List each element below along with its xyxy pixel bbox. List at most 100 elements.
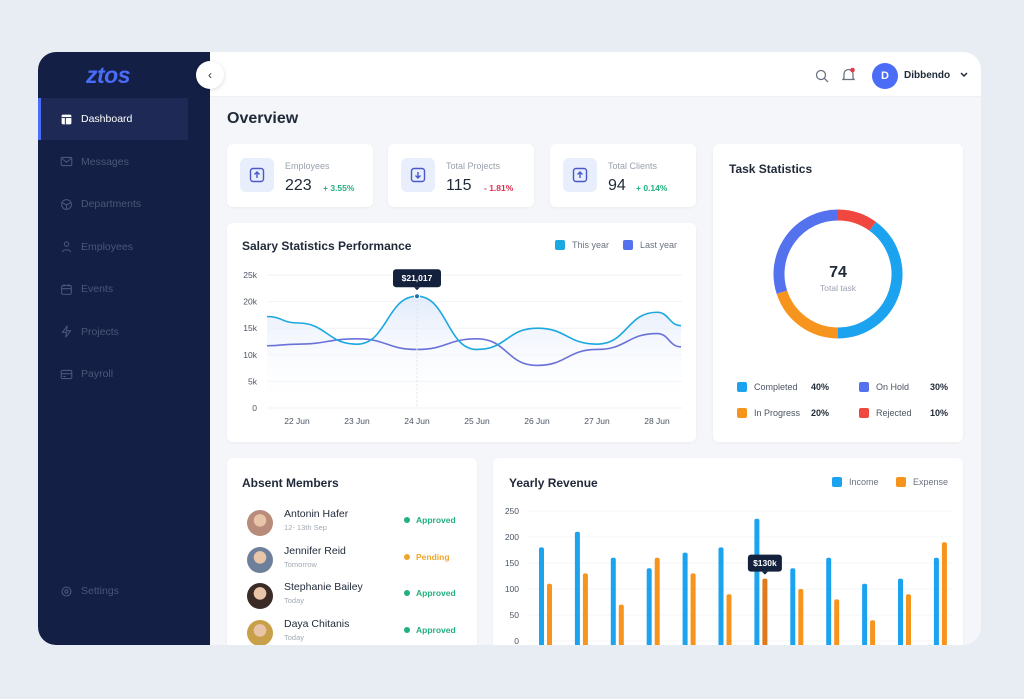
status-badge: Approved	[404, 588, 456, 598]
legend-label: In Progress	[754, 408, 801, 418]
sidebar-item-settings[interactable]: Settings	[38, 570, 188, 612]
x-tick-label: 26 Jun	[524, 416, 550, 426]
bar-income[interactable]	[646, 568, 652, 645]
bar-expense[interactable]	[941, 542, 947, 645]
legend-rejected: Rejected	[859, 408, 912, 418]
bar-expense[interactable]	[618, 604, 624, 645]
bar-income[interactable]	[574, 531, 580, 645]
stat-card-total-projects: Total Projects 115 - 1.81%	[388, 144, 534, 207]
donut-slice-rejected[interactable]	[837, 209, 876, 231]
sidebar-item-events[interactable]: Events	[38, 268, 188, 310]
legend-expense[interactable]: Expense	[896, 477, 948, 487]
bar-income[interactable]	[682, 552, 688, 645]
member-date: Tomorrow	[284, 559, 317, 569]
member-date: 12- 13th Sep	[284, 523, 327, 532]
total-task-value: 74	[829, 264, 847, 281]
area-fill	[267, 296, 681, 408]
bar-expense[interactable]	[654, 557, 660, 645]
cube-icon	[60, 198, 81, 211]
bar-income[interactable]	[826, 557, 832, 645]
bar-income[interactable]	[754, 518, 760, 645]
donut-slice-on-hold[interactable]	[773, 209, 839, 294]
avatar[interactable]: D	[872, 63, 898, 89]
legend-on-hold: On Hold	[859, 382, 909, 392]
card-icon	[60, 368, 81, 381]
absent-members-card: Absent Members Antonin Hafer 12- 13th Sep…	[227, 458, 477, 645]
legend-last-year[interactable]: Last year	[623, 240, 677, 250]
header: D Dibbendo	[210, 52, 981, 97]
salary-line-chart: 0 5k 10k 15k 20k 25k 22 Jun 23 Jun 24 Jun 25 Jun 2…	[243, 269, 682, 426]
legend-income[interactable]: Income	[832, 477, 879, 487]
bar-income[interactable]	[862, 583, 868, 645]
legend-swatch	[859, 408, 869, 418]
bar-income[interactable]	[790, 568, 796, 645]
member-name: Jennifer Reid	[284, 544, 346, 557]
y-tick-label: 100	[505, 584, 519, 594]
bar-income[interactable]	[933, 557, 939, 645]
status-badge: Approved	[404, 515, 456, 525]
chevron-down-icon[interactable]	[960, 72, 968, 78]
bar-expense[interactable]	[582, 573, 588, 645]
status-dot	[404, 553, 410, 560]
legend-label: Rejected	[876, 408, 912, 418]
sidebar-item-projects[interactable]: Projects	[38, 311, 188, 353]
bar-expense[interactable]	[834, 599, 840, 645]
status-label: Approved	[416, 515, 456, 525]
donut-slice-completed[interactable]	[837, 221, 903, 339]
stat-label: Employees	[285, 161, 330, 171]
search-icon[interactable]	[815, 69, 829, 83]
y-tick-label: 15k	[243, 323, 257, 333]
sidebar-item-payroll[interactable]: Payroll	[38, 353, 188, 395]
sidebar-item-employees[interactable]: Employees	[38, 226, 188, 268]
bar-expense[interactable]	[870, 620, 876, 645]
stat-card-employees: Employees 223 + 3.55%	[227, 144, 373, 207]
y-tick-label: 150	[505, 558, 519, 568]
legend-label: This year	[572, 240, 610, 250]
sidebar: ztos Dashboard Messages Departments Employe…	[38, 52, 210, 645]
yearly-revenue-card: Yearly Revenue Income Expense 0 50 100 150 2…	[493, 458, 963, 645]
bar-income[interactable]	[898, 578, 903, 645]
list-item[interactable]: Jennifer Reid Tomorrow Pending	[247, 545, 467, 581]
bar-expense[interactable]	[690, 573, 696, 645]
bar-income[interactable]	[610, 557, 616, 645]
tooltip-arrow	[761, 571, 768, 575]
bar-income[interactable]	[539, 547, 544, 645]
sidebar-item-dashboard[interactable]: Dashboard	[38, 98, 188, 140]
sidebar-item-label: Employees	[81, 240, 133, 253]
sidebar-item-label: Payroll	[81, 368, 114, 380]
y-tick-label: 20k	[243, 297, 257, 307]
status-dot	[404, 590, 410, 597]
sidebar-item-messages[interactable]: Messages	[38, 141, 188, 183]
sidebar-item-departments[interactable]: Departments	[38, 183, 188, 225]
bar-expense[interactable]	[547, 583, 552, 645]
chart-title: Task Statistics	[729, 162, 813, 176]
collapse-sidebar-button[interactable]: ‹	[196, 61, 224, 89]
sidebar-item-label: Dashboard	[81, 113, 133, 125]
bell-icon[interactable]	[841, 67, 856, 83]
bar-expense[interactable]	[762, 578, 768, 645]
stat-value: 223	[285, 177, 312, 194]
x-tick-label: 28 Jun	[644, 416, 670, 426]
bar-expense[interactable]	[798, 589, 804, 645]
user-name[interactable]: Dibbendo	[904, 70, 951, 81]
list-item[interactable]: Daya Chitanis Today Approved	[247, 618, 467, 645]
bar-expense[interactable]	[906, 594, 911, 645]
status-badge: Pending	[404, 552, 450, 562]
stat-value: 115	[446, 177, 472, 194]
bar-expense[interactable]	[726, 594, 732, 645]
legend-label: Income	[849, 477, 879, 487]
legend-this-year[interactable]: This year	[555, 240, 609, 250]
legend-label: Completed	[754, 382, 798, 392]
user-icon	[60, 240, 81, 253]
avatar	[247, 583, 273, 610]
highlight-point[interactable]	[414, 293, 420, 300]
legend-swatch	[555, 240, 565, 250]
list-item[interactable]: Stephanie Bailey Today Approved	[247, 581, 467, 617]
list-item[interactable]: Antonin Hafer 12- 13th Sep Approved	[247, 508, 467, 544]
bar-income[interactable]	[718, 547, 724, 645]
sidebar-item-label: Settings	[81, 585, 119, 597]
dashboard-icon	[60, 113, 81, 126]
task-statistics-card: Task Statistics 74 Total task Completed 40…	[713, 144, 963, 442]
calendar-icon	[60, 283, 81, 296]
donut-slice-in-progress[interactable]	[776, 290, 839, 339]
